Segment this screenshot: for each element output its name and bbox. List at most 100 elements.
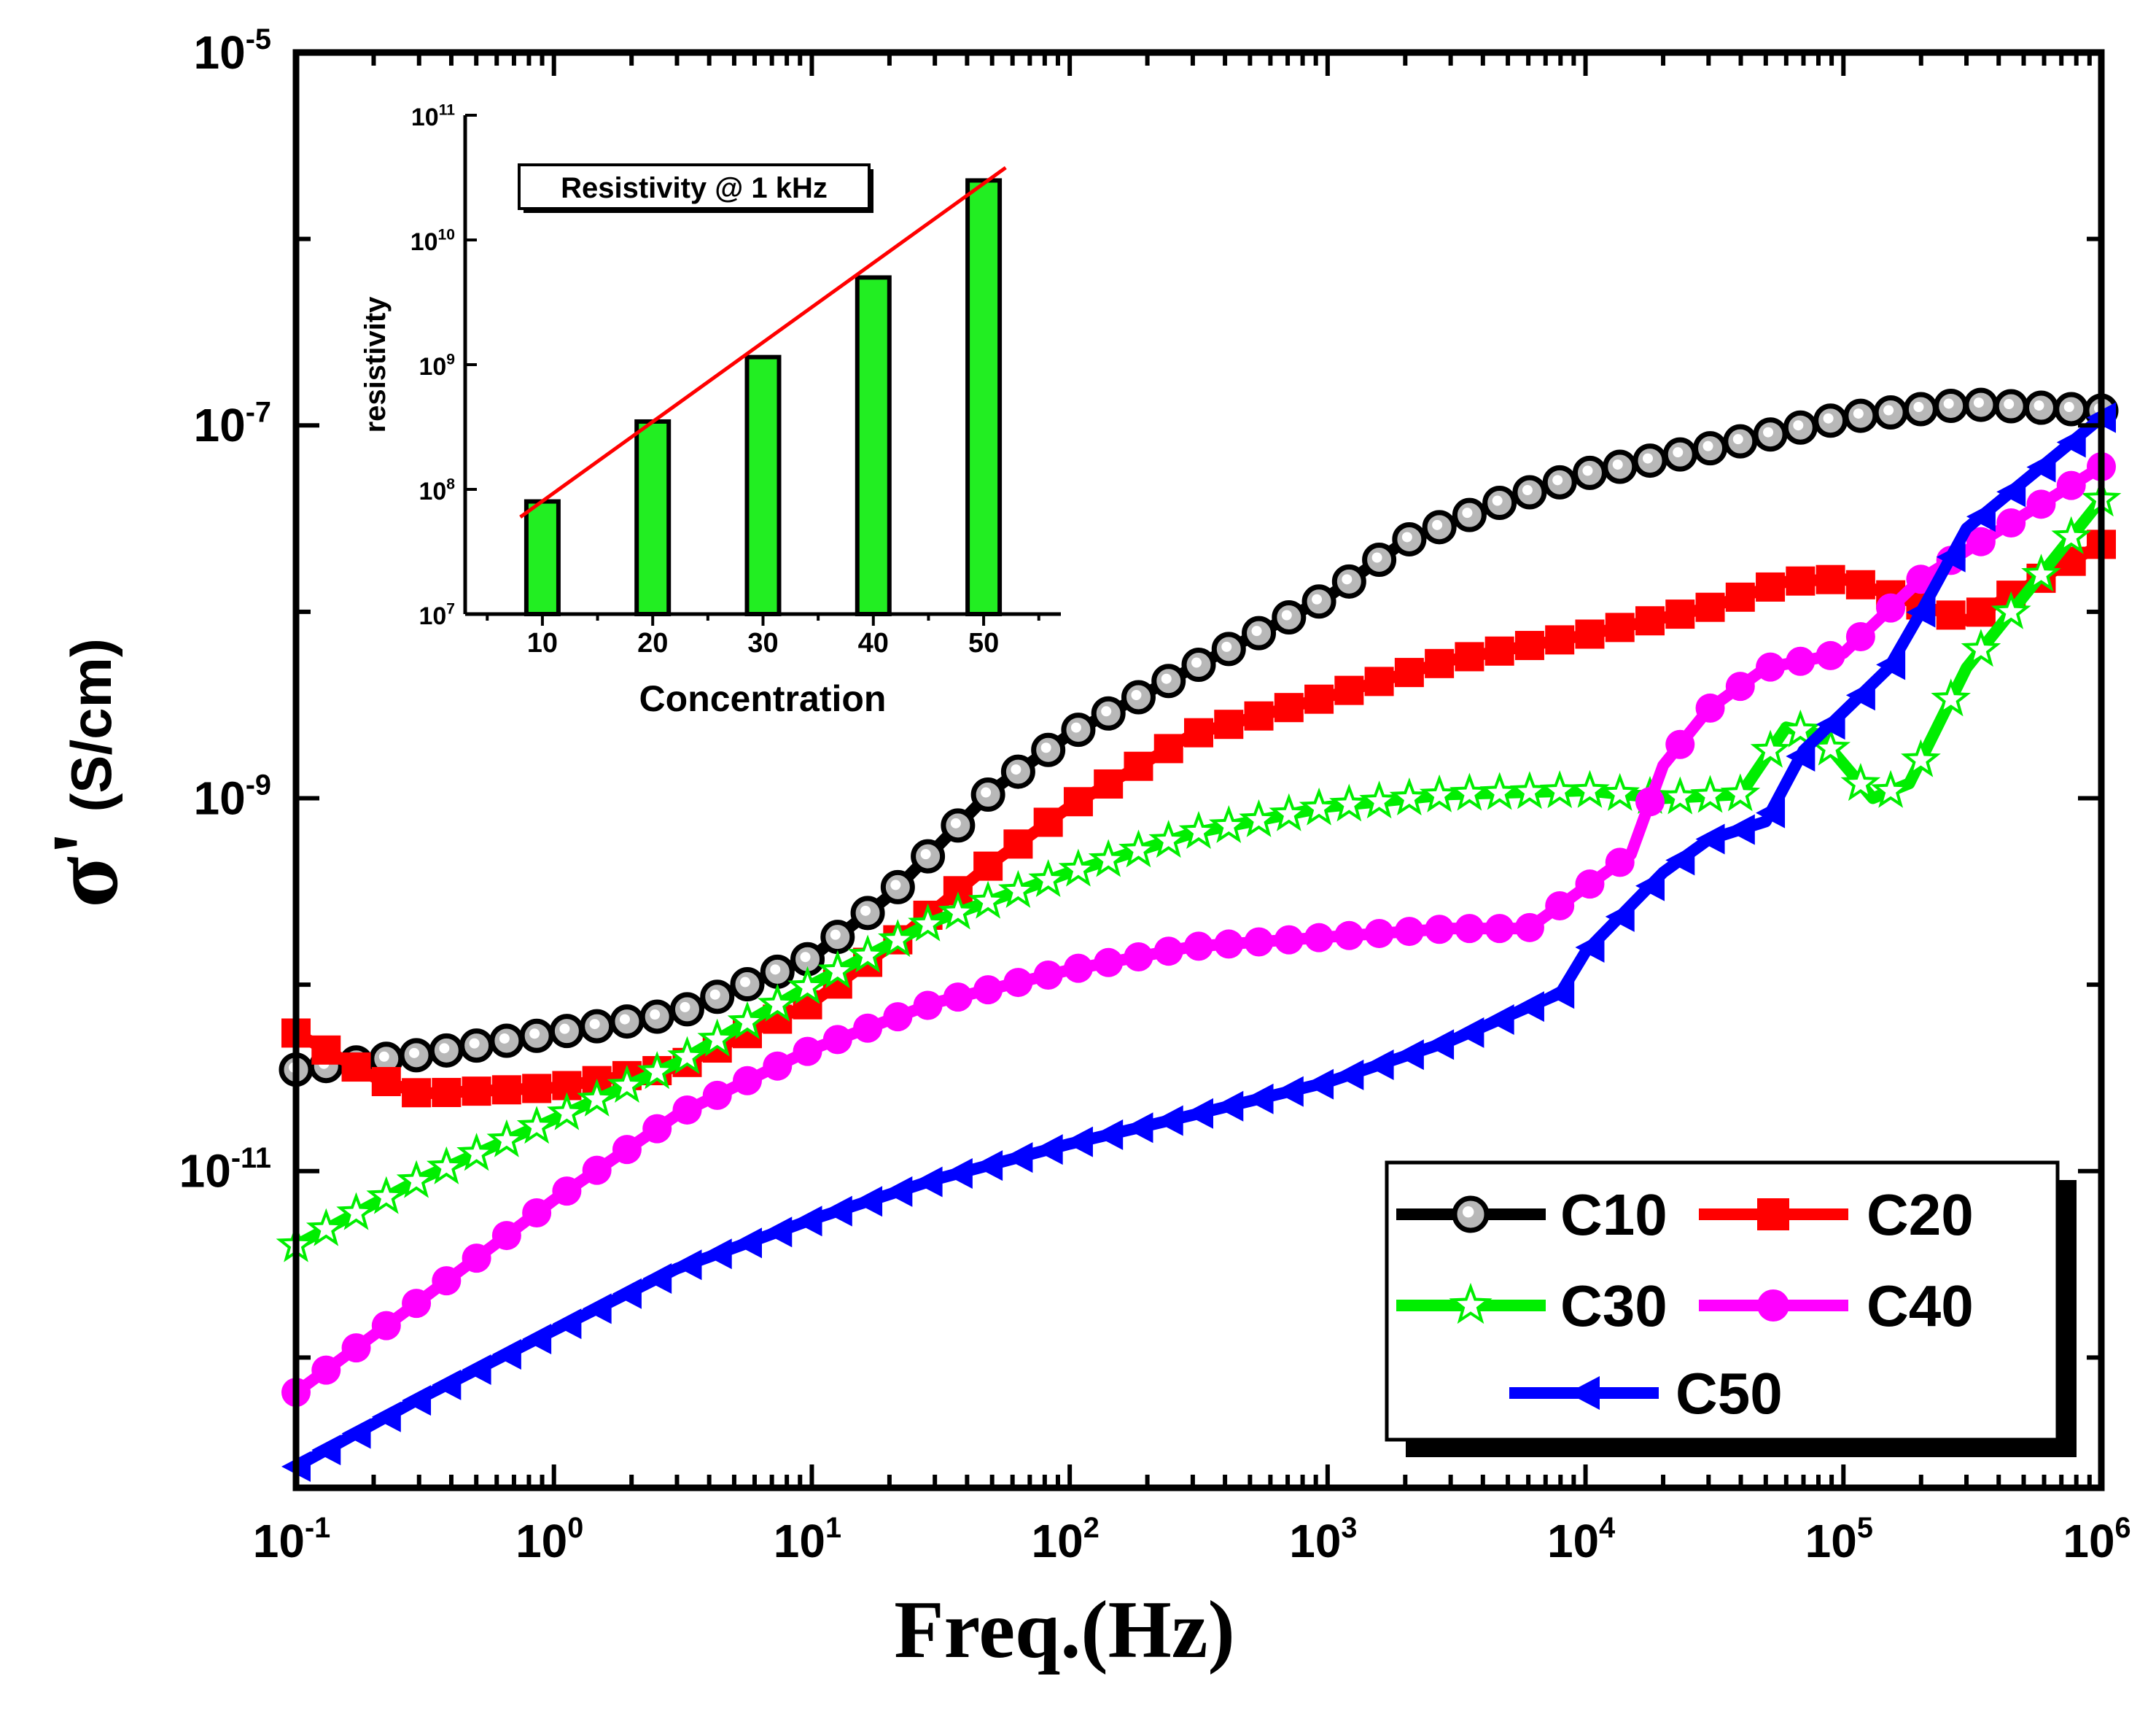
marker-c20: [1605, 613, 1635, 643]
marker-c50: [1003, 1142, 1033, 1173]
series-c40: [281, 451, 2116, 1408]
marker-c40: [1966, 527, 1996, 556]
inset-x-tick-label: 50: [968, 628, 999, 659]
x-tick-label-base: 10: [253, 1515, 305, 1567]
marker-c50: [1274, 1076, 1304, 1107]
marker-c30: [1269, 793, 1309, 831]
y-tick-label-exponent: -5: [246, 23, 271, 55]
x-tick-label: 103: [1289, 1512, 1357, 1567]
marker-c20: [1033, 807, 1063, 837]
marker-c20: [1725, 582, 1755, 612]
marker-c40: [973, 975, 1003, 1005]
series-c50: [281, 402, 2116, 1482]
marker-c10-highlight: [1161, 673, 1172, 684]
marker-c20: [1845, 570, 1875, 599]
legend-label: C40: [1867, 1273, 1974, 1338]
legend-label: C10: [1560, 1182, 1667, 1247]
marker-c50: [552, 1308, 582, 1340]
inset-y-tick-label-exponent: 11: [439, 102, 456, 119]
marker-c30: [1359, 780, 1399, 819]
x-tick-label: 104: [1547, 1512, 1615, 1567]
marker-c50: [913, 1166, 943, 1198]
series-c10: [279, 387, 2119, 1087]
marker-c50: [371, 1401, 401, 1432]
marker-c10-highlight: [830, 929, 841, 940]
legend-item-c40: C40: [1699, 1273, 1974, 1338]
marker-c10-highlight: [1522, 485, 1533, 496]
marker-c30: [1990, 591, 2031, 629]
marker-c10-highlight: [1432, 519, 1443, 530]
marker-c30: [547, 1092, 587, 1130]
marker-c20: [462, 1076, 491, 1106]
marker-c20: [1575, 619, 1605, 649]
marker-c30: [817, 950, 858, 989]
marker-c50: [1184, 1098, 1213, 1129]
marker-c40: [1063, 953, 1093, 983]
marker-c30: [1659, 776, 1700, 815]
marker-c50: [341, 1418, 371, 1449]
marker-c50: [1996, 476, 2026, 508]
marker-c10-highlight: [1853, 408, 1864, 419]
inset-y-axis-title: resistivity: [359, 296, 392, 433]
marker-c40: [672, 1095, 702, 1125]
marker-c30: [1028, 859, 1068, 898]
y-tick-label-base: 10: [194, 399, 246, 451]
marker-c50: [311, 1435, 341, 1466]
legend-swatch-marker: [1757, 1289, 1789, 1322]
marker-c50: [432, 1369, 462, 1400]
marker-c40: [733, 1066, 762, 1095]
marker-c10-highlight: [1612, 459, 1623, 470]
marker-c30: [1931, 678, 1971, 717]
marker-c40: [2056, 470, 2086, 500]
legend-label: C20: [1867, 1182, 1974, 1247]
marker-c50: [1455, 1017, 1484, 1048]
inset-bar-30: [744, 354, 782, 616]
marker-c40: [1364, 918, 1394, 948]
marker-c30: [306, 1208, 346, 1246]
marker-c20: [1364, 667, 1394, 696]
marker-c20: [1274, 693, 1304, 723]
legend-swatch-marker-highlight: [1463, 1206, 1474, 1218]
marker-c40: [1545, 890, 1575, 920]
inset-bar-40: [855, 275, 892, 616]
marker-c10-highlight: [709, 989, 720, 1000]
y-tick-label: 10-11: [179, 1142, 271, 1198]
marker-c50: [793, 1206, 822, 1237]
marker-c50: [1786, 741, 1816, 772]
marker-c10-highlight: [1040, 742, 1051, 753]
marker-c10-highlight: [981, 787, 992, 798]
marker-c10-highlight: [740, 977, 750, 987]
marker-c40: [1003, 968, 1033, 998]
marker-c40: [612, 1135, 642, 1165]
marker-c40: [943, 982, 973, 1012]
marker-c40: [642, 1114, 672, 1144]
marker-c30: [486, 1119, 527, 1157]
marker-c40: [793, 1036, 822, 1066]
legend-item-c50: C50: [1509, 1361, 1783, 1426]
marker-c40: [582, 1155, 612, 1185]
inset-bar-20: [634, 419, 672, 616]
legend-item-c20: C20: [1699, 1182, 1974, 1247]
marker-c30: [1329, 783, 1369, 822]
marker-c10-highlight: [1793, 420, 1804, 431]
legend-item-c10: C10: [1396, 1182, 1667, 1247]
marker-c50: [672, 1249, 702, 1281]
marker-c40: [522, 1198, 552, 1228]
marker-c40: [763, 1051, 793, 1081]
x-axis-title: Freq.(Hz): [894, 1585, 1235, 1675]
marker-c40: [341, 1333, 371, 1363]
marker-c50: [1906, 597, 1936, 628]
marker-c30: [938, 891, 978, 930]
marker-c30: [1088, 839, 1129, 877]
marker-c40: [913, 990, 943, 1020]
marker-c20: [1124, 751, 1153, 781]
marker-c40: [311, 1355, 341, 1385]
marker-c30: [997, 869, 1038, 908]
marker-c40: [1575, 869, 1605, 899]
marker-c10-highlight: [1763, 427, 1774, 438]
inset-y-tick-label: 1011: [411, 102, 455, 131]
marker-c10-highlight: [1312, 594, 1323, 605]
marker-c20: [1514, 631, 1544, 661]
marker-c50: [402, 1385, 432, 1416]
marker-c10-highlight: [1552, 475, 1563, 486]
